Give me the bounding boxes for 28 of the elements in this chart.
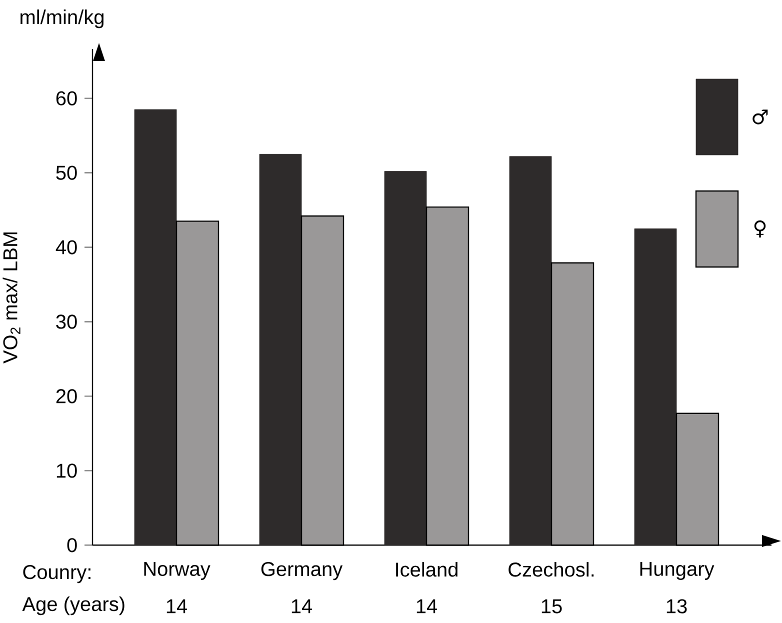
- text: ♀: [754, 220, 766, 238]
- y-axis-title: VO$_{2}$ max/ LBM: [2, 232, 20, 364]
- text: Age (years): [22, 596, 124, 616]
- x-tick-label: Germany: [261, 562, 343, 580]
- y-tick-label: 10: [56, 464, 77, 478]
- text: 13: [666, 599, 687, 614]
- text: 14: [292, 599, 312, 614]
- x-tick-label: Norway: [144, 562, 210, 580]
- y-tick-label: 60: [56, 91, 77, 106]
- bar: [384, 171, 427, 546]
- y-tick-label: 50: [56, 166, 77, 180]
- x-tick-label: Czechosl.: [508, 562, 594, 577]
- y-tick-label: 30: [56, 314, 77, 329]
- y-tick-label: 0: [67, 538, 77, 552]
- x-tick-label: Hungary: [640, 562, 714, 580]
- bar: [509, 156, 552, 546]
- text: 15: [542, 599, 562, 614]
- bar: [134, 109, 177, 546]
- text: ♂: [752, 110, 768, 124]
- text: 14: [166, 599, 188, 614]
- bar: [634, 228, 677, 546]
- y-tick-label: 20: [56, 389, 77, 404]
- bar: [259, 154, 302, 546]
- x-tick-label: Iceland: [396, 562, 458, 577]
- text: ml/min/kg: [20, 10, 104, 28]
- text: Counry:: [23, 565, 90, 584]
- text: 14: [416, 599, 438, 614]
- y-tick-label: 40: [56, 240, 77, 254]
